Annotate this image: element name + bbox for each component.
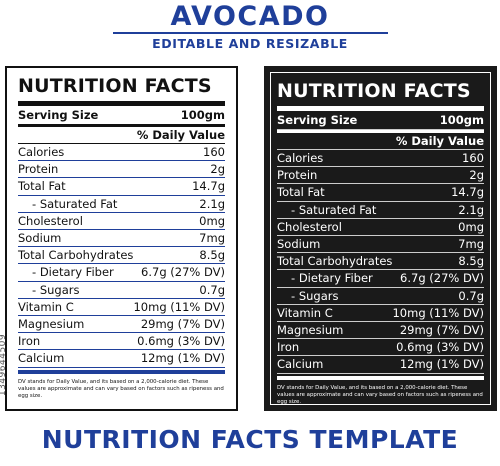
nutrient-row-total-carbohydrates: Total Carbohydrates 8.5g [18, 247, 225, 265]
nutrient-row-calcium: Calcium 12mg (1% DV) [18, 350, 225, 368]
nutrient-row-vitamin-c: Vitamin C 10mg (11% DV) [18, 299, 225, 317]
nutrition-heading: NUTRITION FACTS [277, 80, 471, 102]
dv-header-row: % Daily Value [18, 127, 225, 144]
page-subtitle: EDITABLE AND RESIZABLE [152, 36, 348, 51]
nutrient-row-total-carbohydrates: Total Carbohydrates 8.5g [277, 253, 484, 271]
nutrient-row-iron: Iron 0.6mg (3% DV) [277, 339, 484, 357]
nutrient-row-sodium: Sodium 7mg [18, 230, 225, 248]
nutrient-row-calories: Calories 160 [18, 144, 225, 162]
serving-divider [18, 124, 225, 127]
nutrient-row-magnesium: Magnesium 29mg (7% DV) [18, 316, 225, 334]
nutrient-row-vitamin-c: Vitamin C 10mg (11% DV) [277, 305, 484, 323]
nutrition-label-dark: NUTRITION FACTS Serving Size 100gm % Dai… [264, 66, 497, 411]
nutrient-row-calories: Calories 160 [277, 150, 484, 168]
bottom-divider [18, 369, 225, 374]
footnote: DV stands for Daily Value, and its based… [18, 378, 224, 399]
dv-header-row: % Daily Value [277, 133, 484, 150]
dv-header: % Daily Value [395, 134, 484, 148]
nutrient-row-magnesium: Magnesium 29mg (7% DV) [277, 322, 484, 340]
nutrient-row-total-fat: Total Fat 14.7g [18, 178, 225, 196]
page-title: AVOCADO [170, 1, 330, 32]
nutrient-row-iron: Iron 0.6mg (3% DV) [18, 333, 225, 351]
dv-header: % Daily Value [136, 128, 225, 142]
title-underline [113, 32, 388, 34]
serving-value: 100gm [180, 108, 225, 122]
nutrient-row-protein: Protein 2g [277, 167, 484, 185]
heading-divider [277, 106, 484, 111]
nutrient-row-total-fat: Total Fat 14.7g [277, 184, 484, 202]
footnote: DV stands for Daily Value, and its based… [277, 384, 483, 405]
nutrient-row-calcium: Calcium 12mg (1% DV) [277, 356, 484, 374]
nutrient-row-sodium: Sodium 7mg [277, 236, 484, 254]
serving-divider [277, 130, 484, 133]
serving-row: Serving Size 100gm [18, 106, 225, 124]
bottom-divider [277, 375, 484, 380]
serving-value: 100gm [439, 113, 484, 127]
nutrition-heading: NUTRITION FACTS [18, 75, 212, 97]
nutrient-row-cholesterol: Cholesterol 0mg [277, 219, 484, 237]
footer-title: NUTRITION FACTS TEMPLATE [41, 425, 459, 454]
serving-label: Serving Size [18, 108, 99, 122]
serving-row: Serving Size 100gm [277, 111, 484, 130]
nutrient-row-cholesterol: Cholesterol 0mg [18, 213, 225, 231]
serving-label: Serving Size [277, 113, 358, 127]
nutrition-label-light: NUTRITION FACTS Serving Size 100gm % Dai… [5, 66, 238, 411]
heading-divider [18, 101, 225, 106]
nutrient-row-protein: Protein 2g [18, 161, 225, 179]
